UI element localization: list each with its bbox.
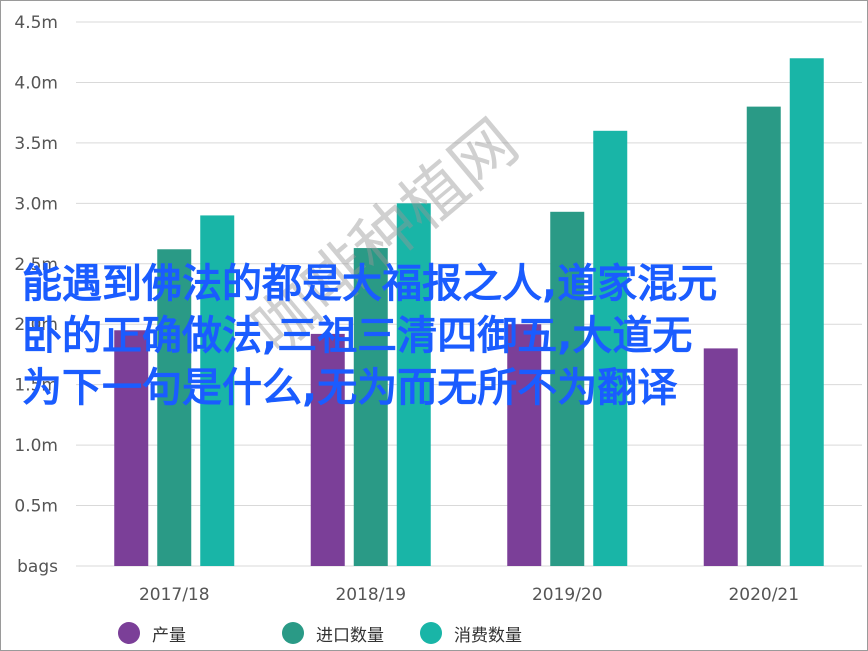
y-tick-label: bags — [17, 557, 58, 577]
bar-2018/19-2 — [396, 203, 431, 567]
y-tick-label: 2.0m — [14, 315, 58, 335]
x-tick-label: 2018/19 — [335, 585, 406, 605]
x-tick-label: 2019/20 — [532, 585, 603, 605]
bar-2019/20-2 — [593, 130, 628, 567]
bar-2017/18-0 — [114, 330, 149, 566]
bar-2020/21-1 — [746, 106, 781, 566]
bar-2019/20-1 — [550, 211, 585, 566]
legend-swatch — [420, 622, 442, 644]
overlay-caption: 能遇到佛法的都是大福报之人,道家混元 卧的正确做法,三祖三清四御五,大道无 为下… — [22, 258, 852, 414]
bar-2017/18-1 — [157, 249, 192, 566]
bar-chart: bags 0.5m 1.0m 1.5m 2.0m 2.5m 3.0m 3.5m 4.0m 4.5m… — [14, 13, 862, 605]
y-tick-label: 4.5m — [14, 13, 58, 33]
legend-item-2: 消费数量 — [420, 618, 522, 648]
legend-swatch — [282, 622, 304, 644]
overlay-line-2: 卧的正确做法,三祖三清四御五,大道无 — [22, 313, 693, 359]
bar-2018/19-0 — [310, 333, 345, 566]
bar-2020/21-2 — [789, 58, 824, 567]
y-tick-label: 1.0m — [14, 436, 58, 456]
x-tick-label: 2020/21 — [728, 585, 799, 605]
bar-2017/18-2 — [200, 215, 235, 566]
legend: 产量 进口数量 消费数量 — [0, 618, 868, 648]
y-tick-label: 3.5m — [14, 134, 58, 154]
legend-item-1: 进口数量 — [282, 618, 384, 648]
legend-label: 进口数量 — [316, 625, 384, 646]
legend-swatch — [118, 622, 140, 644]
y-tick-label: 0.5m — [14, 497, 58, 517]
bar-2018/19-1 — [353, 248, 388, 566]
legend-label: 产量 — [152, 625, 186, 646]
bars — [114, 58, 824, 567]
overlay-line-3: 为下一句是什么,无为而无所不为翻译 — [22, 365, 678, 411]
bar-2019/20-0 — [507, 324, 542, 566]
legend-item-0: 产量 — [118, 618, 186, 648]
y-tick-label: 4.0m — [14, 73, 58, 93]
y-tick-label: 3.0m — [14, 194, 58, 214]
y-tick-label: 1.5m — [14, 376, 58, 396]
legend-label: 消费数量 — [454, 625, 522, 646]
y-tick-label: 2.5m — [14, 255, 58, 275]
overlay-line-1: 能遇到佛法的都是大福报之人,道家混元 — [22, 261, 718, 307]
bar-2020/21-0 — [703, 348, 738, 566]
y-axis-ticks: bags 0.5m 1.0m 1.5m 2.0m 2.5m 3.0m 3.5m 4.0m 4.5m — [14, 13, 58, 577]
x-axis-categories: 2017/18 2018/19 2019/20 2020/21 — [139, 585, 799, 605]
x-tick-label: 2017/18 — [139, 585, 210, 605]
